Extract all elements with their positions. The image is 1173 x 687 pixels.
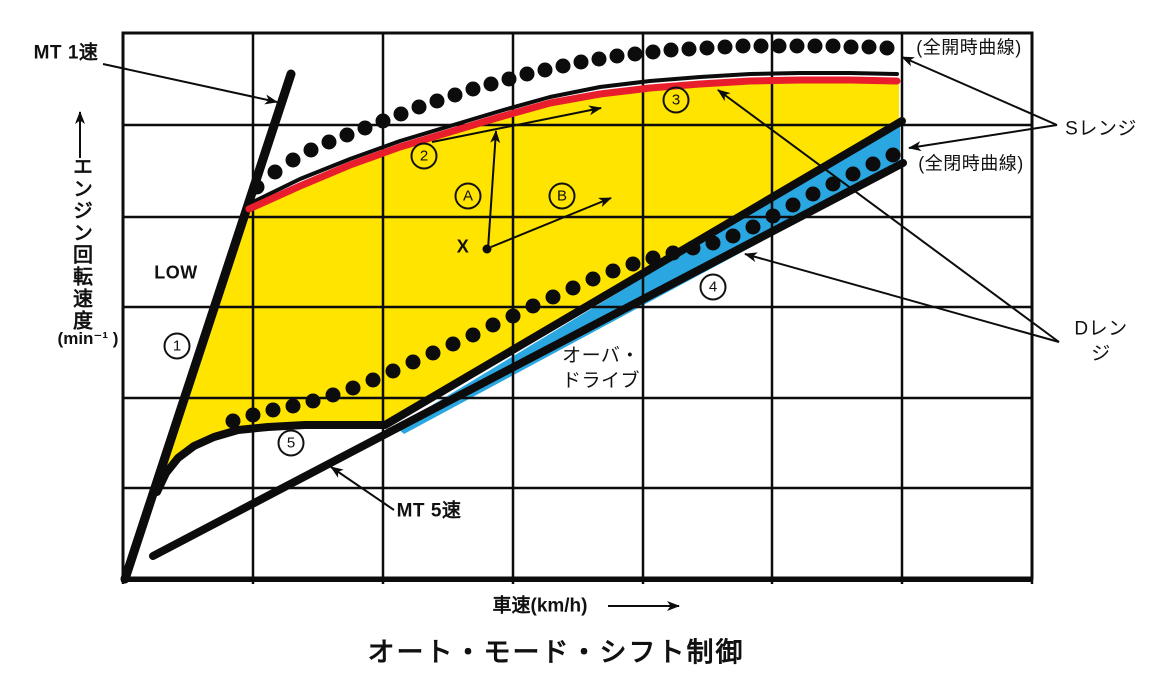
curve-5-low-boundary	[153, 117, 906, 496]
label-mt5: MT 5速	[396, 500, 462, 522]
shift-b-arrow	[490, 197, 612, 248]
label-low: LOW	[154, 262, 198, 283]
letter-b: B	[548, 182, 576, 210]
label-full-open-curve: (全開時曲線)	[916, 37, 1022, 58]
curves	[120, 38, 907, 584]
y-axis-title: エンジン回転速度	[69, 156, 92, 332]
label-x-point: X	[456, 236, 470, 257]
d-range-arrow-lower	[744, 252, 1060, 343]
y-axis-unit: (min⁻¹ )	[57, 329, 119, 348]
shift-a-up-arrow	[487, 130, 501, 250]
closed-throttle-dotted-curve	[225, 147, 901, 429]
d-range-arrow-upper	[717, 89, 1060, 343]
full-throttle-dotted-curve	[249, 38, 895, 195]
yellow-drive-region	[156, 80, 899, 492]
num-5: 5	[277, 429, 305, 457]
upshift-red-curve	[245, 76, 901, 213]
letter-a: A	[454, 182, 482, 210]
x-operating-point	[482, 244, 492, 254]
label-s-range: Sレンジ	[1065, 118, 1137, 140]
x-axis-title: 車速(km/h)	[492, 595, 588, 617]
label-overdrive: オーバ・ ドライブ	[561, 345, 641, 391]
s-range-arrow-upper	[901, 56, 1058, 126]
mt1-line	[120, 69, 296, 584]
num-2: 2	[410, 142, 438, 170]
label-full-closed-curve: (全閉時曲線)	[918, 153, 1024, 174]
annotation-arrows	[75, 56, 1060, 611]
num-1: 1	[163, 332, 191, 360]
mt5-line	[149, 159, 907, 560]
mt5-callout-arrow	[330, 466, 395, 511]
shift-a-right-arrow	[431, 105, 602, 143]
grid-lines	[121, 31, 1034, 584]
label-d-range: Dレンジ	[1074, 318, 1128, 364]
label-mt1: MT 1速	[33, 42, 99, 64]
mt1-callout-arrow	[102, 63, 278, 105]
s-range-arrow-lower	[908, 124, 1058, 152]
upshift-black-curve	[249, 71, 899, 205]
num-4: 4	[699, 273, 727, 301]
chart-caption-title: オート・モード・シフト制御	[367, 637, 745, 668]
num-3: 3	[662, 86, 690, 114]
